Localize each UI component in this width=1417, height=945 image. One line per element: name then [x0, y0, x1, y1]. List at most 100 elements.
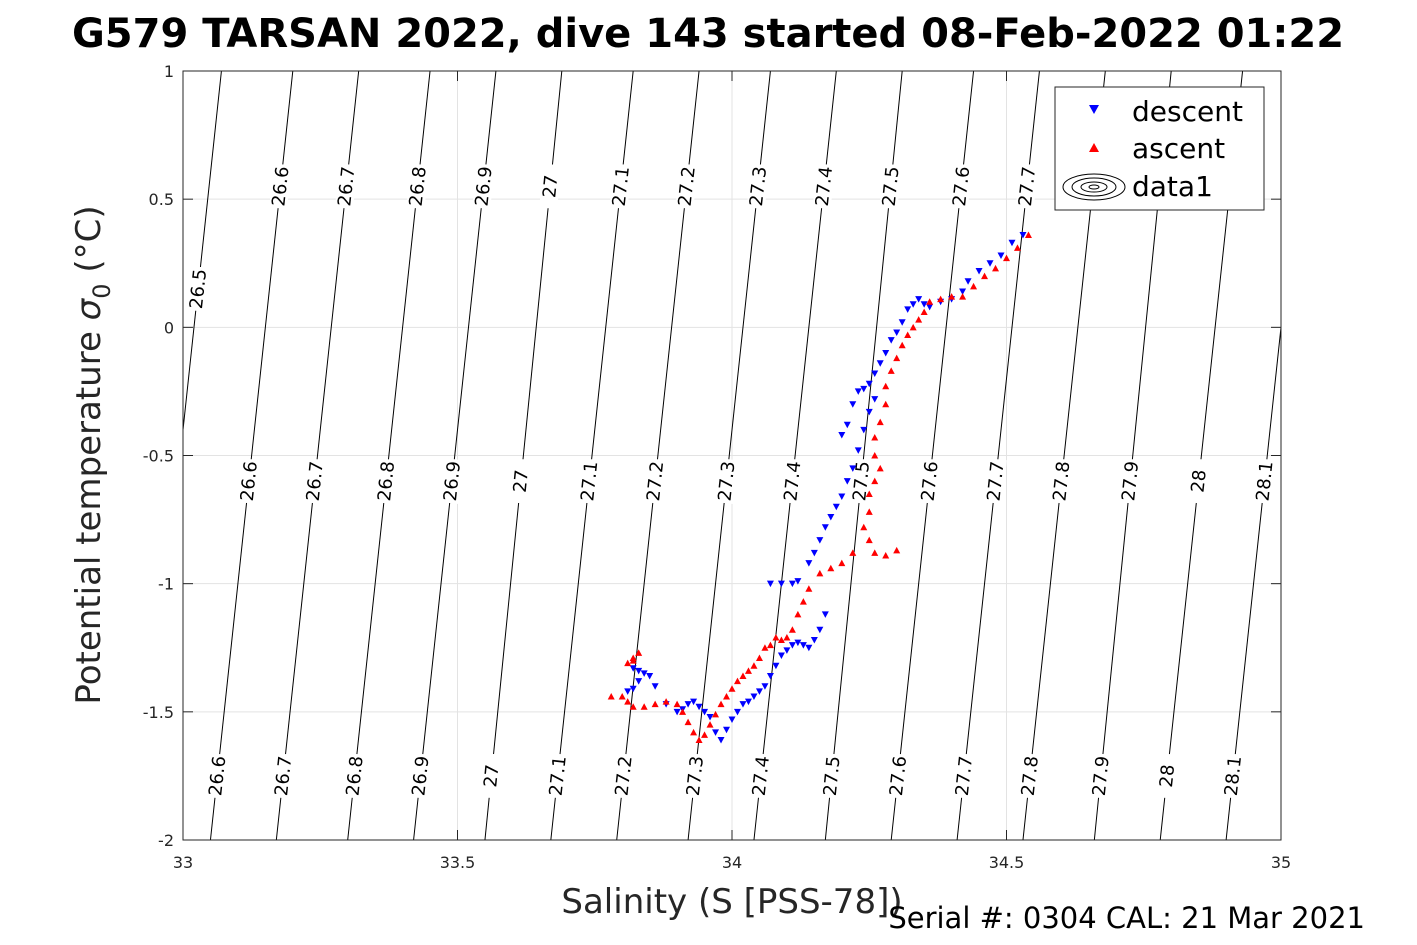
isopycnal-label-text: 27.6 — [918, 460, 943, 502]
ascent-point — [766, 641, 774, 649]
descent-point — [893, 329, 901, 336]
ascent-point — [684, 718, 692, 726]
isopycnal-label-text: 27 — [539, 174, 562, 199]
isopycnal-label: 26.6 — [205, 753, 230, 799]
isopycnal-label-text: 26.7 — [271, 755, 296, 797]
isopycnal-label-text: 28.1 — [1252, 460, 1277, 502]
ascent-point — [635, 649, 643, 656]
ascent-point — [750, 662, 758, 669]
ascent-point — [882, 551, 890, 559]
descent-point — [646, 672, 654, 680]
isopycnal-label: 27.8 — [1049, 458, 1074, 504]
ascent-point — [849, 549, 857, 556]
descent-point — [684, 701, 692, 708]
isopycnal-label: 27.4 — [812, 163, 837, 210]
ascent-point — [1013, 244, 1021, 251]
descent-point — [783, 647, 791, 654]
y-tick-label: 0.5 — [149, 190, 174, 209]
descent-point — [805, 644, 813, 652]
descent-point — [843, 478, 851, 485]
ascent-point — [629, 654, 637, 662]
x-tick-label: 34.5 — [989, 853, 1025, 872]
isopycnal-label: 26.7 — [334, 163, 359, 210]
descent-point — [629, 685, 637, 693]
y-axis-label-sub: 0 — [88, 283, 116, 298]
isopycnal-label-text: 27.3 — [714, 460, 739, 502]
descent-point — [854, 447, 862, 454]
descent-point — [766, 672, 774, 680]
ascent-point — [970, 282, 978, 290]
ascent-point — [981, 272, 989, 280]
isopycnal-label: 27.3 — [746, 163, 771, 210]
isopycnal-label: 26.8 — [374, 458, 399, 504]
isopycnal-label-text: 27.1 — [577, 460, 602, 502]
descent-point — [799, 642, 807, 649]
ascent-point — [799, 598, 807, 605]
descent-point — [717, 737, 725, 744]
descent-point — [1019, 232, 1027, 239]
descent-point — [690, 698, 698, 706]
isopycnal-label-text: 27.4 — [749, 755, 774, 797]
ascent-point — [948, 293, 956, 300]
descent-point — [794, 639, 802, 647]
serial-cal-footer: Serial #: 0304 CAL: 21 Mar 2021 — [888, 901, 1365, 935]
isopycnal-label-text: 27.5 — [879, 165, 904, 207]
ascent-point — [706, 721, 714, 728]
descent-point — [997, 252, 1005, 260]
descent-point — [810, 637, 818, 644]
isopycnal-label: 27 — [480, 753, 503, 799]
ascent-point — [755, 654, 763, 662]
isopycnal-label-text: 26.8 — [406, 165, 431, 207]
ascent-point — [909, 323, 917, 331]
isopycnal-label: 26.9 — [408, 753, 434, 799]
isopycnal-label: 27 — [509, 458, 533, 504]
descent-point — [788, 642, 796, 649]
descent-point — [772, 662, 780, 670]
ascent-point — [893, 546, 901, 554]
descent-point — [629, 665, 637, 672]
descent-point — [706, 713, 714, 721]
ascent-point — [904, 331, 912, 339]
ascent-point — [882, 400, 890, 408]
isopycnal-label: 27.4 — [780, 458, 805, 504]
descent-point — [624, 688, 632, 695]
ascent-point — [893, 354, 901, 362]
y-tick-label: 0 — [164, 318, 174, 337]
isopycnal-label-text: 26.6 — [237, 460, 262, 502]
ascent-point — [871, 477, 879, 485]
y-tick-label: -1.5 — [143, 703, 174, 722]
legend-descent-label: descent — [1132, 95, 1243, 128]
descent-point — [1008, 239, 1016, 247]
y-tick-label: 1 — [164, 62, 174, 81]
descent-point — [827, 514, 835, 521]
descent-point — [838, 431, 846, 439]
ascent-point — [717, 700, 725, 708]
ascent-point — [744, 667, 752, 674]
ascent-point — [662, 698, 670, 705]
ascent-point — [838, 559, 846, 567]
isopycnal-label: 27.6 — [886, 753, 911, 799]
descent-point — [865, 380, 873, 388]
ascent-point — [871, 434, 879, 441]
isopycnal-label: 27.7 — [1015, 163, 1040, 210]
x-tick-label: 34 — [722, 853, 742, 872]
ascent-point — [679, 708, 687, 715]
legend-ascent-label: ascent — [1132, 132, 1225, 165]
isopycnal-label: 27.2 — [643, 458, 668, 504]
ascent-point — [673, 700, 681, 708]
descent-point — [860, 426, 868, 434]
legend-data1-label: data1 — [1132, 170, 1213, 203]
descent-point — [887, 337, 895, 344]
descent-point — [816, 626, 824, 634]
descent-point — [838, 493, 846, 501]
ascent-point — [739, 672, 747, 679]
descent-point — [755, 688, 763, 695]
ascent-point — [876, 418, 884, 426]
descent-point — [805, 560, 813, 567]
isopycnal-label: 28.1 — [1221, 753, 1246, 799]
ascent-point — [959, 293, 967, 300]
ascent-point — [816, 569, 824, 577]
data-points — [607, 231, 1032, 744]
isopycnal-label: 28.1 — [1252, 458, 1278, 504]
